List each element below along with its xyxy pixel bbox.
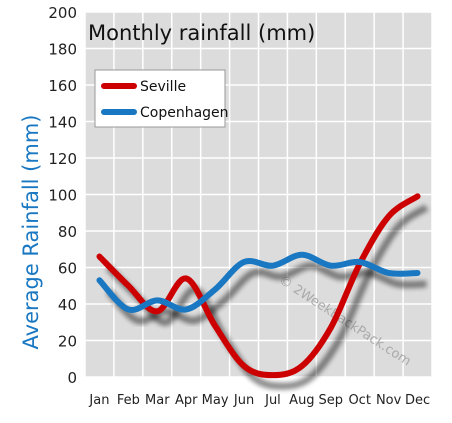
data-point-copenhagen: [184, 307, 188, 311]
data-point-seville: [97, 255, 101, 259]
x-tick-label: Oct: [348, 393, 370, 408]
data-point-seville: [300, 364, 304, 368]
x-tick-label: Aug: [289, 393, 314, 408]
data-point-copenhagen: [242, 260, 246, 264]
y-tick-label: 140: [48, 114, 77, 132]
data-point-seville: [242, 364, 246, 368]
y-tick-label: 120: [48, 150, 77, 168]
y-tick-labels: 0 20 40 60 80 100 120 140 160 180 200: [48, 4, 77, 387]
y-tick-label: 60: [58, 260, 77, 278]
data-point-copenhagen: [97, 278, 101, 282]
series-line-copenhagen: [96, 251, 421, 314]
y-tick-label: 160: [48, 77, 77, 95]
x-tick-label: Feb: [117, 393, 140, 408]
data-point-copenhagen: [416, 271, 420, 275]
data-point-copenhagen: [300, 253, 304, 257]
data-point-copenhagen: [271, 264, 275, 268]
x-tick-label: Jun: [233, 393, 254, 408]
legend: Seville Copenhagen: [94, 69, 229, 128]
x-tick-label: May: [202, 393, 229, 408]
series-lines: [96, 193, 421, 379]
data-point-copenhagen: [213, 287, 217, 291]
data-point-seville: [184, 276, 188, 280]
chart-title: Monthly rainfall (mm): [88, 21, 315, 45]
data-point-seville: [416, 194, 420, 198]
data-point-copenhagen: [387, 271, 391, 275]
x-tick-label: Nov: [376, 393, 402, 408]
x-tick-label: Apr: [175, 393, 198, 408]
legend-label-seville: Seville: [140, 79, 186, 95]
data-point-seville: [213, 324, 217, 328]
x-tick-label: Jul: [264, 393, 281, 408]
x-tick-label: Mar: [145, 393, 170, 408]
x-tick-label: Jan: [88, 393, 109, 408]
series-shadow-copenhagen: [105, 262, 427, 325]
data-point-copenhagen: [358, 260, 362, 264]
y-tick-label: 80: [58, 223, 77, 241]
x-tick-labels: Jan Feb Mar Apr May Jun Jul Aug Sep Oct Nov Dec: [88, 393, 430, 408]
data-point-seville: [387, 214, 391, 218]
y-tick-label: 40: [58, 296, 77, 314]
y-tick-label: 100: [48, 187, 77, 205]
y-tick-label: 200: [48, 4, 77, 22]
data-point-seville: [155, 309, 159, 313]
y-axis-label: Average Rainfall (mm): [19, 115, 43, 350]
legend-label-copenhagen: Copenhagen: [140, 105, 229, 121]
data-point-seville: [271, 373, 275, 377]
x-tick-label: Sep: [319, 393, 344, 408]
data-point-copenhagen: [155, 298, 159, 302]
y-tick-label: 20: [58, 333, 77, 351]
y-tick-label: 0: [67, 369, 77, 387]
data-point-copenhagen: [126, 307, 130, 311]
y-tick-label: 180: [48, 41, 77, 59]
data-point-copenhagen: [329, 264, 333, 268]
data-point-seville: [329, 326, 333, 330]
legend-box: [94, 69, 226, 128]
data-point-seville: [126, 284, 130, 288]
series-shadows: [105, 204, 429, 390]
x-tick-label: Dec: [405, 393, 430, 408]
